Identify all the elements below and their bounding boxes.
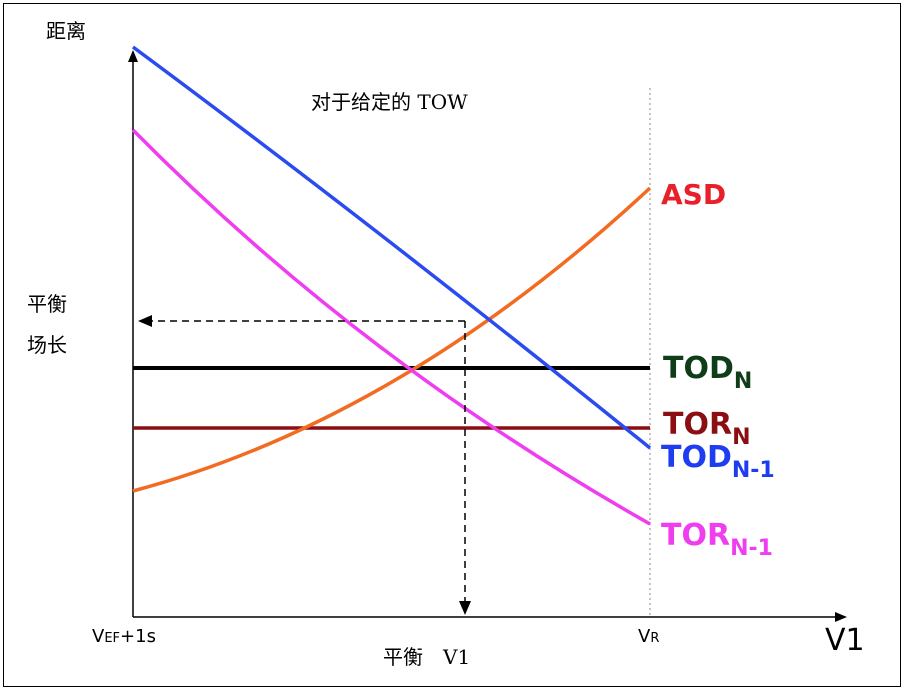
- figure-frame: [3, 3, 901, 687]
- balanced-v1-label: 平衡 V1: [383, 645, 470, 669]
- x-tick-vef: VEF+1s: [92, 626, 156, 647]
- balanced-field-length-label-1: 平衡: [27, 292, 67, 316]
- tod-n-1-line: [131, 45, 652, 450]
- balanced-field-length-label-2: 场长: [27, 333, 67, 357]
- x-tick-vr: VR: [638, 626, 659, 647]
- tod-n-label: TODN: [663, 351, 752, 394]
- tor-n-label: TORN: [663, 407, 751, 450]
- asd-label: ASD: [661, 178, 726, 211]
- x-axis-label: V1: [825, 623, 865, 658]
- tor-n-1-label: TORN-1: [661, 518, 773, 561]
- tor-n-1-curve: [131, 128, 651, 526]
- asd-curve: [132, 186, 652, 493]
- tod-n-1-label: TODN-1: [661, 440, 775, 483]
- y-axis-label: 距离: [46, 19, 86, 43]
- subtitle: 对于给定的 TOW: [311, 90, 468, 114]
